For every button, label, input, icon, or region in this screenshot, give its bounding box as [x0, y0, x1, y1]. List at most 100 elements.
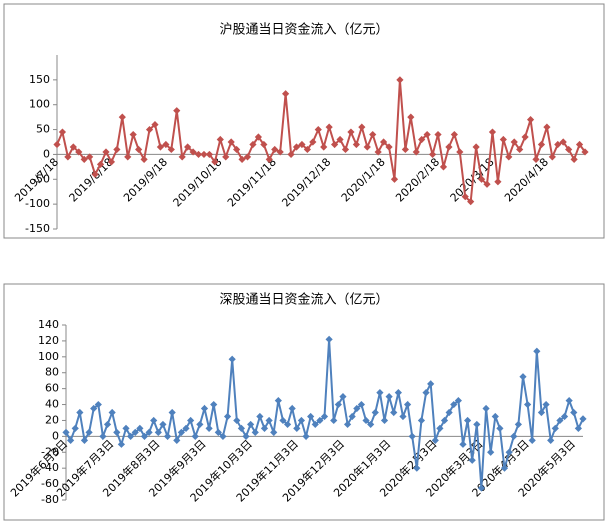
chart-panel — [3, 3, 605, 239]
data-point — [159, 420, 167, 429]
data-point — [223, 412, 232, 421]
data-point — [547, 436, 555, 444]
data-point — [339, 392, 347, 401]
data-point — [279, 416, 287, 425]
data-point — [58, 128, 67, 136]
data-point — [316, 416, 324, 425]
data-point — [200, 404, 209, 413]
y-tick-label: -40 — [41, 461, 59, 474]
data-point — [445, 143, 453, 151]
data-point — [505, 448, 513, 456]
chart-title: 深股通当日资金流入（亿元） — [219, 292, 388, 308]
data-point — [124, 153, 132, 161]
data-point — [459, 440, 467, 448]
data-point — [127, 432, 135, 440]
data-point — [434, 130, 442, 139]
data-point — [477, 484, 486, 492]
data-point — [488, 128, 497, 136]
data-point — [200, 150, 208, 159]
data-point — [390, 175, 399, 183]
data-point — [103, 420, 112, 429]
data-point — [249, 140, 257, 149]
data-point — [113, 145, 121, 154]
data-point — [575, 140, 584, 149]
data-point — [548, 153, 556, 161]
data-point — [565, 145, 573, 154]
data-point — [467, 198, 475, 206]
data-point — [256, 412, 264, 421]
data-point — [292, 143, 301, 151]
data-point — [427, 380, 435, 388]
data-point — [403, 400, 412, 409]
data-point — [102, 148, 110, 156]
data-point — [543, 123, 551, 131]
data-point — [431, 436, 439, 444]
data-point — [265, 155, 273, 163]
y-tick-label: 150 — [29, 73, 50, 86]
data-point — [331, 140, 339, 149]
data-point — [454, 396, 462, 405]
data-point — [570, 408, 578, 417]
data-point — [254, 133, 263, 141]
data-point — [314, 125, 322, 134]
data-point — [162, 140, 170, 149]
data-point — [516, 145, 524, 154]
data-point — [581, 148, 589, 156]
data-point — [283, 420, 292, 429]
y-tick-label: 20 — [45, 413, 59, 426]
data-point — [374, 148, 382, 156]
data-point — [177, 428, 186, 436]
data-point — [71, 424, 79, 433]
data-point — [556, 416, 564, 425]
data-point — [196, 420, 204, 429]
y-tick-label: 140 — [38, 318, 59, 331]
data-point — [456, 148, 464, 156]
data-point — [205, 424, 213, 433]
data-point — [436, 424, 444, 433]
data-point — [260, 140, 268, 149]
data-point — [532, 155, 540, 163]
data-point — [238, 155, 246, 163]
data-point — [385, 143, 393, 151]
data-point — [533, 347, 541, 355]
data-point — [422, 389, 430, 397]
data-point — [519, 373, 527, 381]
data-point — [228, 355, 236, 363]
data-point — [307, 412, 315, 421]
data-point — [341, 145, 350, 154]
data-point — [189, 148, 197, 156]
data-point — [168, 408, 176, 417]
data-point — [579, 415, 587, 423]
y-tick-label: 120 — [38, 334, 59, 347]
data-line — [56, 79, 586, 204]
data-point — [187, 416, 195, 425]
data-point — [178, 153, 186, 161]
data-point — [537, 140, 546, 149]
data-point — [491, 412, 499, 421]
y-tick-label: -60 — [41, 477, 59, 490]
data-point — [80, 436, 89, 444]
data-point — [407, 113, 415, 121]
data-point — [408, 432, 416, 440]
data-point — [173, 436, 181, 444]
data-point — [440, 416, 449, 425]
data-point — [353, 404, 361, 413]
data-point — [347, 128, 355, 136]
y-tick-label: -80 — [41, 493, 59, 506]
data-point — [468, 456, 476, 464]
data-point — [537, 408, 546, 417]
data-point — [94, 400, 102, 409]
data-point — [237, 424, 246, 433]
data-point — [505, 153, 513, 161]
y-tick-label: 80 — [45, 366, 59, 379]
data-point — [309, 138, 317, 146]
data-point — [62, 428, 70, 436]
data-point — [270, 428, 278, 436]
data-point — [136, 424, 144, 433]
data-point — [211, 158, 219, 166]
data-point — [559, 138, 567, 146]
y-tick-label: -20 — [41, 445, 59, 458]
data-point — [140, 155, 148, 163]
